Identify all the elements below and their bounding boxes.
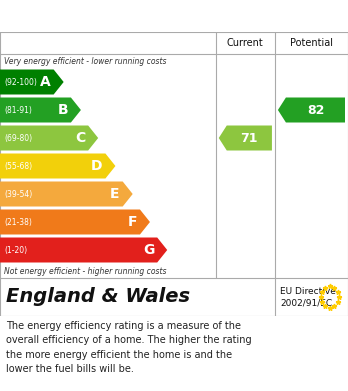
Text: (39-54): (39-54) [4,190,32,199]
Text: G: G [143,243,154,257]
Text: EU Directive
2002/91/EC: EU Directive 2002/91/EC [280,287,336,307]
Polygon shape [219,126,272,151]
Text: E: E [110,187,120,201]
Text: 82: 82 [307,104,324,117]
Text: Current: Current [227,38,264,48]
Text: Potential: Potential [290,38,333,48]
Text: England & Wales: England & Wales [6,287,190,307]
Text: (1-20): (1-20) [4,246,27,255]
Text: A: A [40,75,51,89]
Polygon shape [0,237,167,262]
Text: D: D [91,159,102,173]
Polygon shape [0,97,81,122]
Text: B: B [57,103,68,117]
Polygon shape [0,126,98,151]
Polygon shape [0,154,116,179]
Text: (81-91): (81-91) [4,106,32,115]
Polygon shape [0,70,64,95]
Text: C: C [75,131,85,145]
Text: Very energy efficient - lower running costs: Very energy efficient - lower running co… [4,57,166,66]
Text: 71: 71 [240,131,258,145]
Polygon shape [0,181,133,206]
Text: (21-38): (21-38) [4,217,32,226]
Text: Energy Efficiency Rating: Energy Efficiency Rating [9,9,230,24]
Polygon shape [0,210,150,235]
Text: The energy efficiency rating is a measure of the
overall efficiency of a home. T: The energy efficiency rating is a measur… [6,321,252,374]
Text: Not energy efficient - higher running costs: Not energy efficient - higher running co… [4,267,166,276]
Polygon shape [278,97,345,122]
Text: (69-80): (69-80) [4,133,32,142]
Text: (92-100): (92-100) [4,77,37,86]
Text: F: F [127,215,137,229]
Text: (55-68): (55-68) [4,161,32,170]
